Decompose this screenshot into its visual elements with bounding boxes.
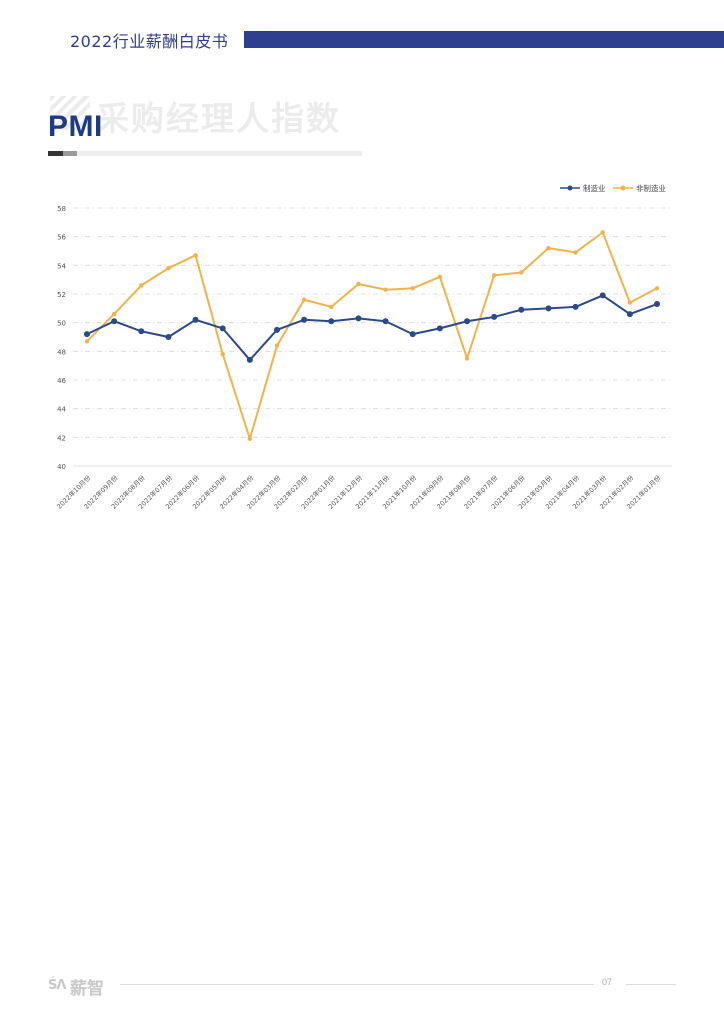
header-title: 2022行业薪酬白皮书	[70, 32, 229, 51]
data-point	[437, 274, 443, 279]
data-point	[219, 325, 226, 332]
data-point	[545, 305, 552, 312]
data-point	[274, 326, 280, 333]
data-point	[464, 318, 470, 325]
section-title: PMI	[48, 110, 103, 143]
y-tick-label: 44	[57, 406, 66, 414]
data-point	[246, 356, 253, 363]
legend-marker	[620, 185, 626, 191]
data-point	[111, 311, 117, 317]
y-tick-label: 56	[57, 234, 66, 242]
data-point	[193, 253, 198, 258]
footer-divider-right	[626, 984, 676, 985]
data-point	[329, 304, 334, 310]
page-number: 07	[602, 977, 613, 987]
data-point	[382, 318, 389, 325]
data-point	[491, 313, 498, 320]
data-point	[546, 245, 551, 251]
data-point	[519, 270, 524, 275]
legend-label: 制造业	[583, 183, 606, 193]
data-point	[654, 301, 660, 308]
data-point	[192, 316, 199, 323]
data-point	[138, 328, 145, 335]
logo-mark-icon: ŚΛ	[48, 978, 66, 993]
footer-divider-left	[120, 984, 594, 985]
data-point	[572, 303, 579, 310]
data-point	[328, 318, 335, 325]
y-tick-label: 50	[57, 320, 66, 328]
data-point	[274, 343, 280, 348]
data-point	[654, 286, 660, 291]
data-point	[600, 230, 605, 235]
data-point	[436, 325, 443, 332]
data-point	[409, 331, 416, 338]
watermark-text: 采购经理人指数	[96, 99, 341, 138]
data-point	[139, 283, 144, 288]
watermark-stripes-icon	[50, 96, 90, 130]
pmi-line-chart: 404244464850525456582022年10月份2022年09月份20…	[55, 183, 672, 511]
data-point	[626, 311, 633, 318]
y-tick-label: 58	[57, 205, 66, 213]
data-point	[220, 352, 225, 357]
data-point	[410, 286, 415, 291]
data-point	[247, 436, 253, 441]
y-tick-label: 42	[57, 434, 66, 442]
data-point	[355, 315, 362, 322]
data-point	[518, 306, 525, 313]
data-point	[166, 266, 171, 271]
data-point	[491, 273, 497, 278]
y-tick-label: 40	[57, 463, 66, 471]
y-tick-label: 54	[57, 262, 66, 270]
data-point	[165, 334, 172, 340]
data-point	[301, 316, 308, 323]
legend-marker	[567, 185, 573, 191]
y-tick-label: 46	[57, 377, 66, 385]
header-bar	[244, 31, 724, 48]
data-point	[84, 331, 90, 338]
title-underline	[48, 151, 362, 156]
data-point	[627, 300, 633, 305]
section-watermark: 采购经理人指数	[50, 92, 380, 138]
data-point	[573, 250, 578, 255]
y-tick-label: 52	[57, 291, 66, 299]
data-point	[383, 287, 388, 292]
footer-logo: ŚΛ 薪智	[48, 974, 118, 999]
data-point	[301, 297, 307, 302]
series-line	[86, 294, 658, 361]
y-tick-label: 48	[57, 348, 66, 356]
data-point	[111, 318, 118, 325]
data-point	[356, 281, 361, 287]
data-point	[464, 356, 470, 361]
legend-label: 非制造业	[636, 183, 666, 193]
logo-name: 薪智	[70, 979, 104, 999]
data-point	[599, 292, 606, 299]
data-point	[84, 339, 90, 344]
series-line	[86, 231, 658, 440]
